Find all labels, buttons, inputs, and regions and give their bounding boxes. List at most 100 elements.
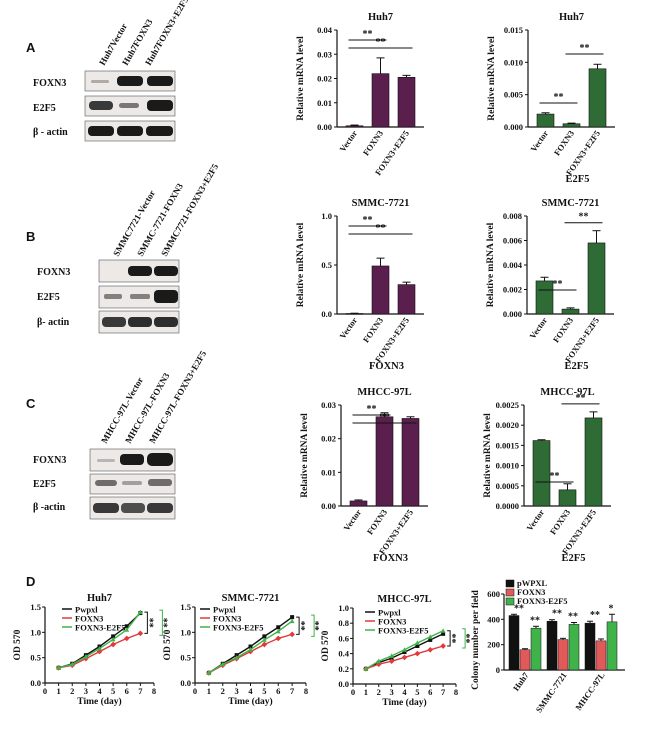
band xyxy=(128,266,152,276)
x-axis-label: FOXN3 xyxy=(373,553,408,564)
x-tick-label: 0 xyxy=(43,686,47,696)
bar xyxy=(532,440,551,507)
x-tick-label: 0 xyxy=(351,687,355,697)
y-tick-label: 1.0 xyxy=(180,627,191,637)
x-tick-label: 1 xyxy=(364,687,368,697)
y-tick-label: 0.010 xyxy=(504,57,523,67)
band xyxy=(146,126,173,136)
significance-label: ** xyxy=(465,633,476,643)
bar xyxy=(562,123,581,128)
bar-chart-A-e2f5: Huh7 Relative mRNA level 0.000 0.005 0.010 0.… xyxy=(487,12,615,185)
band xyxy=(147,76,173,86)
y-tick-label: 0.002 xyxy=(503,285,522,295)
data-point xyxy=(276,625,281,630)
y-axis-label: Relative mRNA level xyxy=(296,36,306,121)
y-tick-label: 0.00 xyxy=(317,122,332,132)
significance-label: ** xyxy=(514,603,524,614)
bar xyxy=(588,68,607,128)
category-label: Vector xyxy=(527,315,549,340)
y-tick-label: 0.0 xyxy=(30,678,41,688)
y-tick-label: 0.0025 xyxy=(496,400,519,410)
significance-label: ** xyxy=(568,612,578,623)
significance-bracket xyxy=(159,609,163,636)
data-point xyxy=(110,641,116,648)
bar xyxy=(397,284,416,315)
legend-label: FOXN3-E2F5 xyxy=(378,626,429,636)
bar xyxy=(561,308,580,315)
y-tick-label: 200 xyxy=(487,640,500,650)
bar xyxy=(519,649,531,671)
y-axis-label: Relative mRNA level xyxy=(486,222,496,307)
x-tick-label: 3 xyxy=(84,686,88,696)
significance-label: ** xyxy=(451,633,462,643)
legend-label: Pwpxl xyxy=(213,605,236,615)
category-label: FOXN3 xyxy=(365,507,389,536)
significance-label: ** xyxy=(553,279,563,290)
y-axis-label: OD 570 xyxy=(321,630,331,661)
bar xyxy=(536,113,555,128)
band xyxy=(130,294,150,299)
x-tick-label: 1 xyxy=(207,686,211,696)
y-tick-label: 0.0020 xyxy=(496,420,519,430)
bar xyxy=(606,621,618,671)
y-tick-label: 0.5 xyxy=(180,653,191,663)
data-point xyxy=(248,644,253,649)
category-label: Vector xyxy=(337,315,359,340)
data-point xyxy=(290,615,295,620)
data-point xyxy=(123,635,130,642)
data-point xyxy=(428,637,433,642)
panel-label-c: C xyxy=(26,396,36,411)
significance-label: ** xyxy=(579,212,589,223)
legend-label: FOXN3 xyxy=(213,614,241,624)
significance-bracket xyxy=(296,616,300,635)
chart-title: SMMC-7721 xyxy=(542,198,600,209)
bar-chart-C-foxn3: MHCC-97L Relative mRNA level 0.00 0.01 0.02 0… xyxy=(300,387,428,564)
bar xyxy=(557,639,569,671)
data-point xyxy=(289,631,295,638)
western-blot-c: MHCC-97L-Vector MHCC-97L-FOXN3 MHCC-97L-… xyxy=(33,349,209,520)
significance-bracket xyxy=(447,630,451,647)
y-tick-label: 0.004 xyxy=(503,260,523,270)
band xyxy=(102,317,126,327)
significance-label: ** xyxy=(380,412,390,423)
x-tick-label: 2 xyxy=(221,686,225,696)
bar xyxy=(546,620,558,671)
chart-title: Huh7 xyxy=(559,12,584,23)
data-point xyxy=(402,647,407,652)
y-tick-label: 0.005 xyxy=(504,90,523,100)
data-point xyxy=(275,628,281,634)
category-label: SMMC-7721 xyxy=(534,670,569,714)
data-point xyxy=(69,661,75,667)
y-tick-label: 0.0 xyxy=(338,679,349,689)
x-tick-label: 2 xyxy=(70,686,74,696)
bar xyxy=(349,500,368,507)
band xyxy=(120,454,144,465)
data-point xyxy=(376,658,382,664)
panel-label-d: D xyxy=(26,574,35,589)
y-axis-label: OD 570 xyxy=(163,629,173,660)
x-tick-label: 3 xyxy=(390,687,394,697)
bar xyxy=(535,280,554,315)
bar-chart-B-foxn3: SMMC-7721 Relative mRNA level 0.0 0.5 1.0 Vec… xyxy=(296,198,424,372)
bar xyxy=(558,489,577,507)
bar xyxy=(345,125,364,128)
x-axis-label: FOXN3 xyxy=(369,361,404,372)
y-axis-label: Relative mRNA level xyxy=(296,222,306,307)
band xyxy=(91,80,109,83)
data-point xyxy=(440,628,446,633)
y-tick-label: 1.5 xyxy=(180,602,191,612)
y-tick-label: 0.0 xyxy=(321,309,332,319)
significance-label: ** xyxy=(376,37,386,48)
y-tick-label: 400 xyxy=(487,614,500,624)
x-axis-label: Time (day) xyxy=(228,696,272,707)
data-point xyxy=(220,661,226,667)
x-axis-label: Time (day) xyxy=(382,697,426,708)
data-point xyxy=(289,618,295,624)
lane-label: MHCC-97L-FOXN3 xyxy=(123,371,172,445)
y-tick-label: 0.03 xyxy=(321,400,336,410)
bar-chart-A-foxn3: Huh7 Relative mRNA level 0.00 0.01 0.02 0.03 0… xyxy=(296,12,424,177)
category-label: FOXN3 xyxy=(552,128,576,157)
